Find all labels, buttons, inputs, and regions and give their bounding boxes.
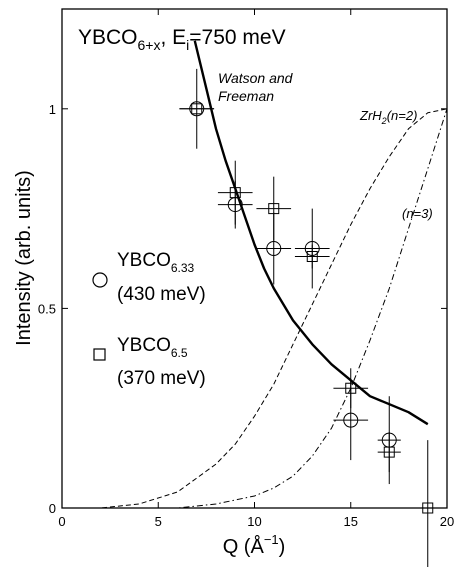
chart-title-main: YBCO <box>78 26 138 49</box>
legend-ybco633-main: YBCO <box>117 250 171 271</box>
chart-title: YBCO6+x, Ei=750 meV <box>78 26 286 53</box>
x-axis-label-post: ) <box>279 536 286 558</box>
chart-title-sub: 6+x <box>138 37 161 53</box>
x-tick-label: 10 <box>247 514 261 529</box>
y-tick-label: 0 <box>49 501 56 516</box>
n3-curve <box>62 108 448 509</box>
data-points <box>179 68 434 567</box>
watson-freeman-curve <box>193 40 429 426</box>
chart-title-sub2: i <box>186 37 189 53</box>
legend: YBCO6.33 (430 meV) YBCO6.5 (370 meV) <box>92 250 206 389</box>
data-point-circle <box>266 241 282 257</box>
curve-label-zrh2: ZrH2(n=2) <box>359 108 417 126</box>
zrh2-n2-curve <box>62 108 448 509</box>
data-point-square <box>268 203 280 215</box>
chart-title-tail: =750 meV <box>189 26 285 49</box>
data-point-square <box>383 446 395 458</box>
data-point-square <box>422 502 434 514</box>
data-point-circle <box>343 412 359 428</box>
legend-ybco65-main: YBCO <box>117 335 171 356</box>
data-point-square <box>229 187 241 199</box>
curve-label-watson: Watson and Freeman <box>218 70 296 104</box>
curve-label-zrh2-tail: (n=2) <box>387 108 418 123</box>
data-point-square <box>306 251 318 263</box>
data-point-square <box>191 103 203 115</box>
data-point-square <box>345 382 357 394</box>
legend-circle-marker <box>92 272 108 288</box>
x-tick-label: 0 <box>58 514 65 529</box>
axis-tick-labels: 0 5 10 15 20 0 0.5 1 <box>38 102 454 529</box>
legend-energy-ybco65: (370 meV) <box>117 368 206 389</box>
legend-label-ybco65: YBCO6.5 <box>117 335 188 360</box>
y-axis-label: Intensity (arb. units) <box>13 170 35 346</box>
legend-label-ybco633: YBCO6.33 <box>117 250 195 275</box>
x-tick-label: 5 <box>155 514 162 529</box>
x-tick-label: 20 <box>440 514 454 529</box>
x-axis-label-pre: Q (Å <box>223 535 265 558</box>
legend-ybco65-sub: 6.5 <box>171 346 188 360</box>
curve-label-zrh2-sub: 2 <box>381 116 387 126</box>
theory-curves <box>62 40 448 509</box>
y-tick-label: 1 <box>49 102 56 117</box>
curve-label-zrh2-main: ZrH <box>359 108 382 123</box>
chart-title-sep: , E <box>160 26 186 49</box>
x-axis-label-sup: −1 <box>264 532 279 547</box>
legend-energy-ybco633: (430 meV) <box>117 284 206 305</box>
x-tick-label: 15 <box>344 514 358 529</box>
legend-square-marker <box>93 348 106 361</box>
curve-label-n3: (n=3) <box>402 206 433 221</box>
legend-ybco633-sub: 6.33 <box>171 261 195 275</box>
x-axis-label: Q (Å−1) <box>223 532 286 558</box>
y-tick-label: 0.5 <box>38 301 56 316</box>
